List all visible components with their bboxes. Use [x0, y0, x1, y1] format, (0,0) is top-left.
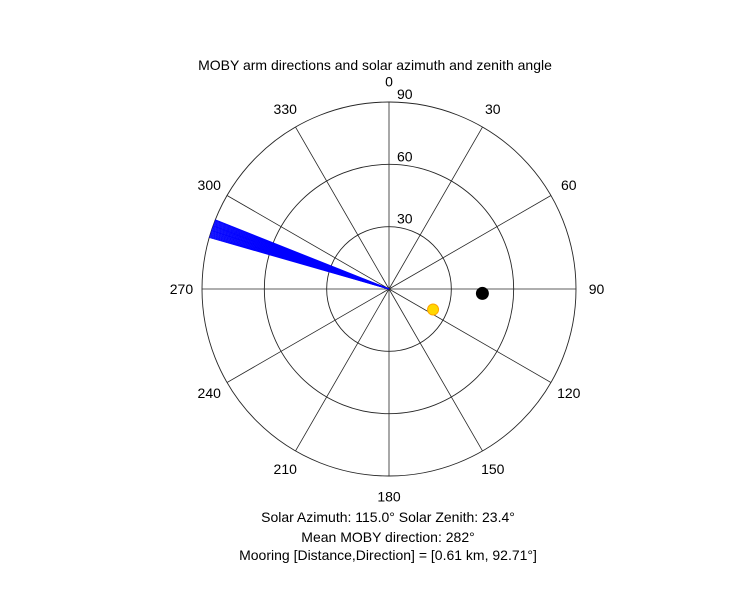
angle-tick-label: 300	[198, 177, 222, 193]
spoke-300	[226, 195, 390, 290]
angle-tick-label: 90	[589, 281, 605, 297]
spoke-120	[388, 288, 552, 383]
angle-tick-label: 0	[385, 73, 393, 89]
angle-tick-label: 60	[561, 177, 577, 193]
angle-tick-label: 210	[274, 461, 298, 477]
circle-90	[201, 101, 577, 477]
radial-tick-label: 90	[397, 86, 413, 102]
spoke-330	[295, 126, 390, 290]
circle-30	[326, 226, 452, 352]
chart-title: MOBY arm directions and solar azimuth an…	[198, 57, 552, 73]
angle-tick-label: 30	[485, 101, 501, 117]
radial-tick-label: 30	[397, 211, 413, 227]
spoke-60	[388, 195, 552, 290]
spoke-210	[295, 288, 390, 452]
angle-tick-label: 180	[377, 489, 401, 505]
radial-tick-label: 60	[397, 148, 413, 164]
spoke-30	[388, 126, 483, 290]
angle-tick-labels: 0 30 60 90 120 150 180 210 240 270 300 330	[170, 73, 605, 504]
circle-60	[263, 163, 515, 415]
spoke-240	[226, 288, 390, 383]
angle-tick-label: 120	[557, 385, 581, 401]
sun-marker	[427, 303, 440, 316]
angle-tick-label: 270	[170, 281, 194, 297]
angle-tick-label: 240	[198, 385, 222, 401]
mooring-caption: Mooring [Distance,Direction] = [0.61 km,…	[239, 547, 537, 563]
angle-tick-label: 150	[481, 461, 505, 477]
moby-arm-line	[215, 219, 390, 290]
markers	[427, 286, 489, 316]
radial-tick-labels: 30 60 90	[397, 86, 413, 227]
mean-direction-caption: Mean MOBY direction: 282°	[301, 529, 475, 545]
angle-tick-label: 330	[274, 101, 298, 117]
moby-arm-lines	[209, 219, 390, 290]
mooring-marker	[475, 286, 489, 300]
solar-caption: Solar Azimuth: 115.0° Solar Zenith: 23.4…	[261, 509, 515, 525]
spoke-150	[388, 288, 483, 452]
